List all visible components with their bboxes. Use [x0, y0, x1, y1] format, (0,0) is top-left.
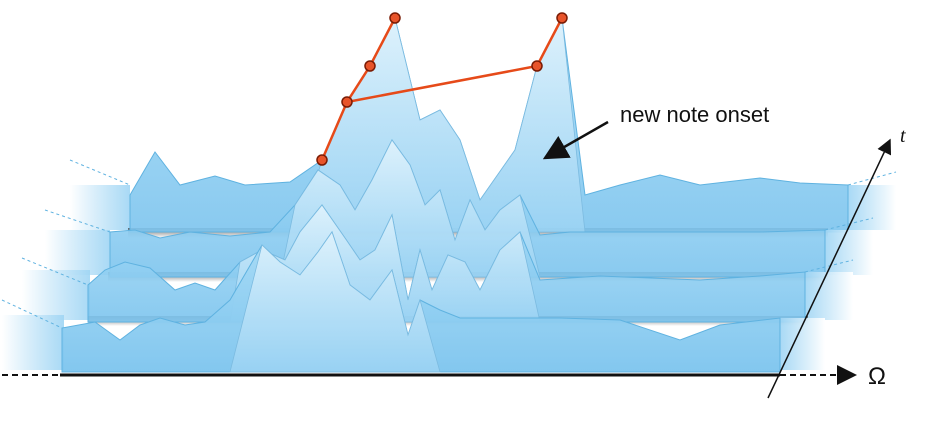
frame-4-dash-left	[1, 299, 63, 329]
frame-3-left-fade	[22, 270, 90, 320]
spectrum-frame-1	[69, 16, 897, 238]
onset-arrow	[542, 120, 609, 160]
time-axis: t	[767, 125, 906, 399]
trace-marker	[341, 96, 353, 108]
frame-1-dash-left	[69, 159, 131, 186]
onset-annotation: new note onset	[542, 102, 769, 160]
onset-label: new note onset	[620, 102, 769, 127]
frame-3-dash-right	[804, 259, 854, 273]
spectrum-frame-4	[1, 230, 825, 373]
frame-4-peaks	[229, 231, 441, 373]
frequency-axis-label: Ω	[868, 363, 886, 390]
trace-marker	[389, 12, 401, 24]
frame-2-right-fade	[825, 230, 873, 275]
time-axis-arrow	[767, 138, 892, 399]
peak-trace	[316, 12, 568, 166]
time-axis-label: t	[900, 125, 906, 147]
frame-3-right-fade	[805, 272, 853, 320]
trace-line-1	[320, 17, 397, 161]
trace-marker	[364, 60, 376, 72]
trace-marker	[531, 60, 543, 72]
trace-marker	[316, 154, 328, 166]
trace-marker	[556, 12, 568, 24]
frequency-axis: Ω	[2, 363, 886, 390]
frame-1-left-fade	[70, 185, 130, 230]
frame-2-left-fade	[45, 230, 110, 275]
frame-4-left-fade	[2, 315, 64, 370]
frame-2-dash-right	[824, 217, 874, 231]
frame-1-right-fade	[848, 185, 896, 230]
